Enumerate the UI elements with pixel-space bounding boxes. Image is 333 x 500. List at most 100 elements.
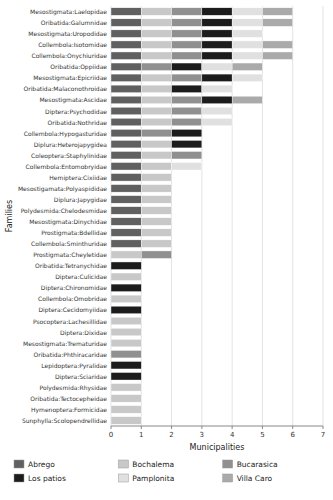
series-bars: [172, 8, 263, 170]
bar-segment: [171, 240, 172, 248]
bar-segment: [111, 284, 141, 292]
series-bars: [111, 8, 172, 424]
bar-segment: [202, 30, 232, 38]
bar-segment: [171, 174, 172, 182]
bar-segment: [141, 328, 142, 336]
bar-segment: [171, 196, 172, 204]
bar-segment: [111, 207, 141, 215]
x-tick-label: 5: [260, 431, 264, 439]
bar-segment: [111, 30, 141, 38]
bar-segment: [111, 361, 141, 369]
legend-label: Bucarasica: [237, 460, 278, 469]
legend-item: Pamplonita: [118, 474, 174, 483]
y-tick-label: Sunphylla:Scolopendrellidae: [22, 417, 107, 425]
bar-segment: [171, 207, 172, 215]
bars: [111, 8, 293, 424]
bar-segment: [201, 129, 202, 137]
bar-segment: [232, 41, 262, 49]
bar-segment: [141, 295, 142, 303]
bar-segment: [141, 384, 142, 392]
bar-segment: [171, 251, 172, 259]
bar-segment: [111, 328, 141, 336]
bar-segment: [171, 240, 172, 248]
grid-line: [292, 6, 293, 426]
bar-segment: [172, 118, 202, 126]
bar-segment: [111, 339, 141, 347]
bar-segment: [141, 185, 171, 193]
y-tick-label: Hemiptera:Cixiidae: [49, 174, 107, 182]
bar-segment: [141, 328, 142, 336]
legend-item: Villa Caro: [223, 474, 273, 483]
x-tick-label: 3: [200, 431, 204, 439]
y-tick-label: Diplura:Heterojapygidea: [34, 141, 108, 149]
bar-segment: [111, 373, 141, 381]
bar-segment: [141, 229, 171, 237]
bar-segment: [141, 52, 171, 60]
y-tick-label: Mesostigmata:Dinychidae: [29, 218, 107, 226]
bar-segment: [141, 74, 171, 82]
bar-segment: [111, 185, 141, 193]
y-tick-label: Mesostigmata:Uropodidae: [28, 30, 107, 38]
y-tick-label: Mesostigmata:Laelopidae: [30, 8, 107, 16]
bar-segment: [141, 339, 142, 347]
bar-segment: [232, 118, 233, 126]
bar-segment: [202, 118, 232, 126]
bar-segment: [111, 140, 141, 148]
bar-segment: [201, 140, 202, 148]
y-tick-labels: Mesostigmata:LaelopidaeOribatida:Galumni…: [18, 8, 107, 425]
bar-segment: [171, 240, 172, 248]
x-axis-label: Municipalities: [190, 443, 245, 452]
bar-segment: [171, 174, 172, 182]
bar-segment: [141, 384, 142, 392]
bar-segment: [141, 140, 171, 148]
bar-segment: [141, 406, 142, 414]
bar-segment: [141, 118, 171, 126]
bar-segment: [201, 151, 202, 159]
bar-segment: [111, 41, 141, 49]
y-tick-label: Collembola:Hypogasturidae: [24, 130, 108, 138]
bar-segment: [141, 328, 142, 336]
bar-segment: [141, 273, 142, 281]
bar-segment: [111, 19, 141, 27]
background: [0, 0, 333, 500]
bar-segment: [202, 63, 232, 71]
bar-segment: [232, 30, 262, 38]
x-ticks: 01234567: [109, 426, 325, 439]
bar-segment: [232, 8, 262, 16]
bar-segment: [171, 185, 172, 193]
legend-label: Abrego: [28, 460, 55, 469]
bar-segment: [111, 174, 141, 182]
bar-segment: [232, 52, 262, 60]
bar-segment: [111, 251, 141, 259]
bar-segment: [262, 41, 292, 49]
bar-segment: [141, 395, 142, 403]
bar-segment: [171, 218, 172, 226]
bar-segment: [201, 151, 202, 159]
bar-segment: [171, 185, 172, 193]
bar-segment: [172, 107, 202, 115]
bar-segment: [111, 262, 141, 270]
y-tick-label: Diptera:Dixidae: [60, 329, 107, 337]
bar-segment: [262, 30, 263, 38]
bar-segment: [111, 273, 141, 281]
bar-segment: [141, 328, 142, 336]
y-tick-label: Mesostigmata:Epicriidae: [33, 74, 107, 82]
x-tick-label: 7: [321, 431, 325, 439]
bar-segment: [172, 85, 202, 93]
bar-segment: [111, 240, 141, 248]
bar-segment: [141, 339, 142, 347]
bar-segment: [172, 129, 202, 137]
bar-segment: [141, 273, 142, 281]
bar-segment: [141, 251, 171, 259]
legend-swatch: [14, 460, 24, 468]
bar-segment: [141, 350, 142, 358]
bar-segment: [171, 207, 172, 215]
bar-segment: [141, 306, 142, 314]
y-tick-label: Mesostigmata:Ascidae: [39, 96, 107, 104]
y-axis-label: Families: [5, 200, 14, 232]
y-tick-label: Collembola:Entomobryidae: [26, 163, 108, 171]
y-tick-label: Mesostigamata:Polyaspididae: [18, 185, 107, 193]
bar-segment: [141, 295, 142, 303]
y-tick-label: Collembola:Isotomidae: [38, 41, 107, 48]
bar-segment: [141, 395, 142, 403]
